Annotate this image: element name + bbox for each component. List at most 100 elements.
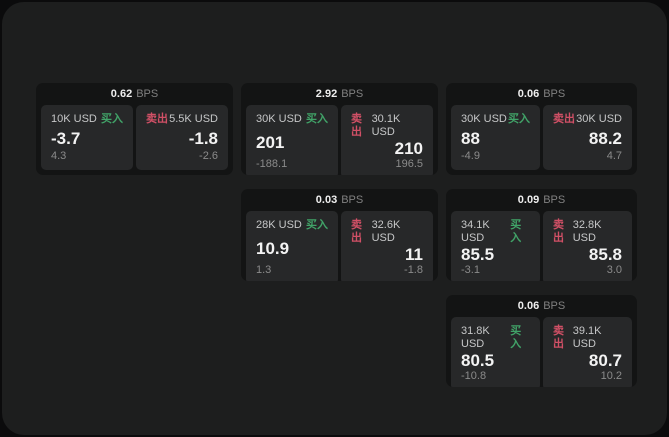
- sell-price: 85.8: [588, 245, 622, 264]
- quote-card: 0.62 BPS 10K USD 买入 -3.7 4.3 卖出 5.5K USD…: [36, 83, 233, 175]
- quote-card: 0.03 BPS 28K USD 买入 10.9 1.3 卖出 32.6K US…: [241, 189, 438, 281]
- sell-pane[interactable]: 卖出 30.1K USD 210 196.5: [341, 105, 433, 175]
- buy-delta: -3.1: [461, 264, 480, 276]
- sell-side-label: 卖出: [351, 219, 362, 244]
- card-header: 0.06 BPS: [446, 83, 637, 105]
- sell-delta: 10.2: [600, 370, 622, 382]
- buy-side-label: 买入: [510, 325, 522, 350]
- sell-pane[interactable]: 卖出 32.8K USD 85.8 3.0: [543, 211, 632, 281]
- sell-side-label: 卖出: [553, 113, 575, 125]
- sell-price: 11: [405, 245, 423, 264]
- card-body: 31.8K USD 买入 80.5 -10.8 卖出 39.1K USD 80.…: [446, 317, 637, 387]
- bps-unit-label: BPS: [136, 88, 159, 100]
- sell-side-label: 卖出: [553, 325, 564, 350]
- bps-unit-label: BPS: [543, 88, 566, 100]
- quote-card: 0.06 BPS 31.8K USD 买入 80.5 -10.8 卖出 39.1…: [446, 295, 637, 387]
- sell-pane[interactable]: 卖出 30K USD 88.2 4.7: [543, 105, 632, 170]
- buy-pane-header: 30K USD 买入: [256, 113, 328, 126]
- sell-price: 210: [394, 139, 423, 158]
- buy-delta: -188.1: [256, 158, 288, 170]
- card-header: 0.03 BPS: [241, 189, 438, 211]
- buy-price: 201: [256, 132, 285, 152]
- sell-delta: 3.0: [606, 264, 622, 276]
- sell-delta: -1.8: [404, 264, 423, 276]
- sell-size: 5.5K USD: [169, 113, 218, 125]
- buy-size: 28K USD: [256, 219, 302, 231]
- sell-size: 39.1K USD: [572, 325, 602, 350]
- quote-card: 0.09 BPS 34.1K USD 买入 85.5 -3.1 卖出 32.8K…: [446, 189, 637, 281]
- bps-value: 0.62: [110, 88, 133, 100]
- bps-unit-label: BPS: [341, 194, 364, 206]
- sell-pane[interactable]: 卖出 39.1K USD 80.7 10.2: [543, 317, 632, 387]
- buy-delta: -10.8: [461, 370, 487, 382]
- card-body: 10K USD 买入 -3.7 4.3 卖出 5.5K USD -1.8 -2.…: [36, 105, 233, 175]
- quote-card: 2.92 BPS 30K USD 买入 201 -188.1 卖出 30.1K …: [241, 83, 438, 175]
- sell-side-label: 卖出: [553, 219, 564, 244]
- buy-size: 31.8K USD: [461, 325, 490, 350]
- sell-size: 32.6K USD: [371, 219, 401, 244]
- buy-pane[interactable]: 34.1K USD 买入 85.5 -3.1: [451, 211, 540, 281]
- buy-pane[interactable]: 30K USD 买入 201 -188.1: [246, 105, 338, 175]
- quote-card: 0.06 BPS 30K USD 买入 88 -4.9 卖出 30K USD 8…: [446, 83, 637, 175]
- card-body: 30K USD 买入 201 -188.1 卖出 30.1K USD 210 1…: [241, 105, 438, 175]
- buy-price: 10.9: [256, 238, 290, 258]
- buy-price: 85.5: [461, 245, 495, 264]
- card-header: 0.09 BPS: [446, 189, 637, 211]
- sell-pane-header: 卖出 5.5K USD: [146, 113, 218, 126]
- sell-delta: 196.5: [395, 158, 423, 170]
- sell-price: -1.8: [188, 128, 218, 148]
- sell-size: 30.1K USD: [371, 113, 401, 138]
- sell-size: 32.8K USD: [572, 219, 602, 244]
- sell-side-label: 卖出: [351, 113, 362, 138]
- card-header: 0.06 BPS: [446, 295, 637, 317]
- buy-side-label: 买入: [306, 113, 328, 125]
- sell-delta: -2.6: [199, 150, 218, 162]
- card-body: 30K USD 买入 88 -4.9 卖出 30K USD 88.2 4.7: [446, 105, 637, 175]
- sell-pane-header: 卖出 30K USD: [553, 113, 622, 126]
- bps-value: 0.06: [517, 300, 540, 312]
- sell-pane[interactable]: 卖出 5.5K USD -1.8 -2.6: [136, 105, 228, 170]
- buy-price: 80.5: [461, 351, 495, 370]
- bps-unit-label: BPS: [543, 300, 566, 312]
- bps-unit-label: BPS: [341, 88, 364, 100]
- buy-pane-header: 28K USD 买入: [256, 219, 328, 232]
- buy-pane[interactable]: 30K USD 买入 88 -4.9: [451, 105, 540, 170]
- bps-value: 2.92: [315, 88, 338, 100]
- bps-value: 0.03: [315, 194, 338, 206]
- buy-side-label: 买入: [510, 219, 522, 244]
- sell-pane-header: 卖出 32.6K USD: [351, 219, 423, 245]
- buy-price: -3.7: [51, 128, 81, 148]
- sell-pane-header: 卖出 39.1K USD: [553, 325, 622, 351]
- buy-size: 30K USD: [256, 113, 302, 125]
- sell-price: 80.7: [588, 351, 622, 370]
- buy-pane[interactable]: 31.8K USD 买入 80.5 -10.8: [451, 317, 540, 387]
- buy-delta: -4.9: [461, 150, 480, 162]
- buy-pane-header: 31.8K USD 买入: [461, 325, 530, 351]
- buy-pane-header: 30K USD 买入: [461, 113, 530, 126]
- sell-size: 30K USD: [576, 113, 622, 125]
- sell-side-label: 卖出: [146, 113, 168, 125]
- buy-delta: 1.3: [256, 264, 272, 276]
- card-body: 34.1K USD 买入 85.5 -3.1 卖出 32.8K USD 85.8…: [446, 211, 637, 281]
- bps-value: 0.06: [517, 88, 540, 100]
- cards-grid: 0.62 BPS 10K USD 买入 -3.7 4.3 卖出 5.5K USD…: [36, 83, 637, 387]
- buy-pane-header: 34.1K USD 买入: [461, 219, 530, 245]
- sell-delta: 4.7: [606, 150, 622, 162]
- card-header: 2.92 BPS: [241, 83, 438, 105]
- buy-side-label: 买入: [101, 113, 123, 125]
- buy-delta: 4.3: [51, 150, 67, 162]
- sell-pane[interactable]: 卖出 32.6K USD 11 -1.8: [341, 211, 433, 281]
- buy-pane[interactable]: 10K USD 买入 -3.7 4.3: [41, 105, 133, 170]
- sell-pane-header: 卖出 32.8K USD: [553, 219, 622, 245]
- buy-side-label: 买入: [306, 219, 328, 231]
- buy-price: 88: [461, 128, 480, 148]
- bps-value: 0.09: [517, 194, 540, 206]
- sell-pane-header: 卖出 30.1K USD: [351, 113, 423, 139]
- buy-size: 34.1K USD: [461, 219, 490, 244]
- buy-size: 30K USD: [461, 113, 507, 125]
- buy-size: 10K USD: [51, 113, 97, 125]
- card-body: 28K USD 买入 10.9 1.3 卖出 32.6K USD 11 -1.8: [241, 211, 438, 281]
- buy-pane[interactable]: 28K USD 买入 10.9 1.3: [246, 211, 338, 281]
- card-header: 0.62 BPS: [36, 83, 233, 105]
